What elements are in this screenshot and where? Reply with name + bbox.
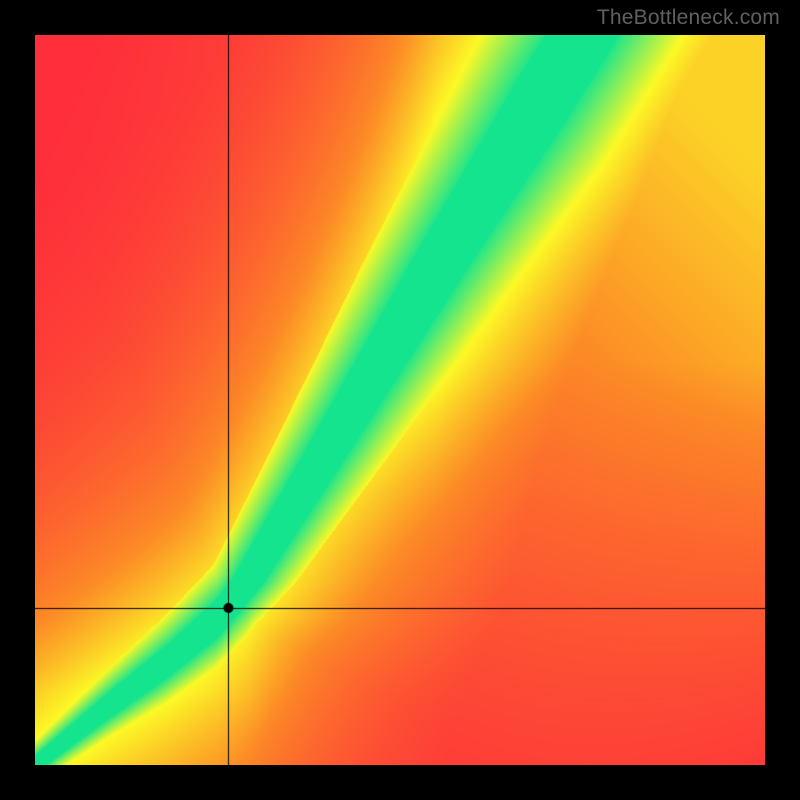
bottleneck-heatmap — [35, 35, 765, 765]
watermark-text: TheBottleneck.com — [597, 6, 780, 30]
